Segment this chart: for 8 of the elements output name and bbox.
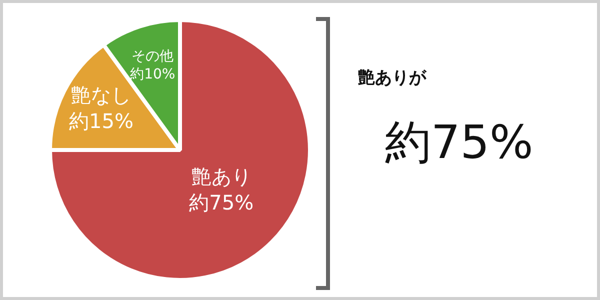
data-label: 約75% (189, 190, 254, 215)
data-label: 約15% (69, 109, 134, 134)
slice-label: 艶なし (71, 83, 132, 108)
text: 艶ありが (358, 67, 426, 89)
slice-label: その他 (132, 48, 174, 64)
slice-label: 艶あり (191, 164, 252, 189)
text: 約75% (385, 114, 534, 171)
data-label: 約10% (130, 66, 176, 83)
